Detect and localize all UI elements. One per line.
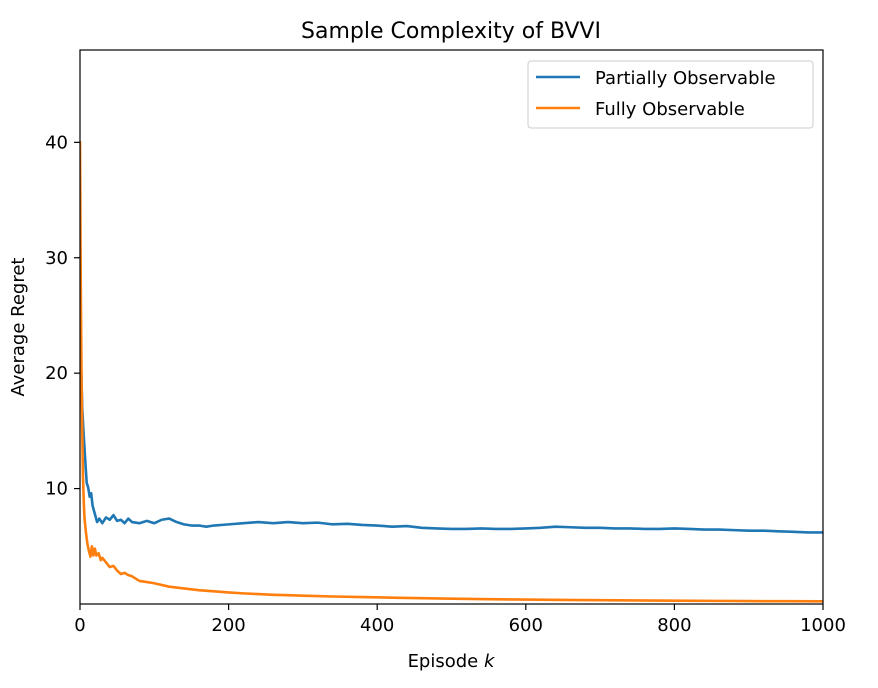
- x-axis-label: Episode k: [408, 651, 496, 672]
- series-line-fully-observable: [80, 141, 823, 603]
- x-tick-label: 0: [74, 615, 85, 636]
- series-line-partially-observable: [80, 348, 823, 534]
- plot-area: [79, 49, 824, 605]
- legend: Partially Observable Fully Observable: [527, 60, 814, 129]
- x-tick-label: 1000: [800, 615, 846, 636]
- y-tick-label: 40: [45, 132, 68, 153]
- legend-label-fully-observable: Fully Observable: [595, 99, 745, 120]
- y-tick-label: 10: [45, 479, 68, 500]
- y-axis-label: Average Regret: [8, 258, 29, 397]
- y-axis: 10 20 30 40: [45, 132, 80, 500]
- x-tick-label: 600: [509, 615, 543, 636]
- legend-box: [527, 60, 814, 129]
- chart-title: Sample Complexity of BVVI: [301, 19, 601, 44]
- y-tick-label: 30: [45, 248, 68, 269]
- x-axis: 0 200 400 600 800 1000: [74, 604, 846, 636]
- x-tick-label: 200: [211, 615, 245, 636]
- y-tick-label: 20: [45, 363, 68, 384]
- legend-label-partially-observable: Partially Observable: [595, 68, 776, 89]
- x-tick-label: 800: [657, 615, 691, 636]
- x-tick-label: 400: [360, 615, 394, 636]
- plot-frame: [79, 49, 824, 605]
- series-layer: [80, 141, 823, 603]
